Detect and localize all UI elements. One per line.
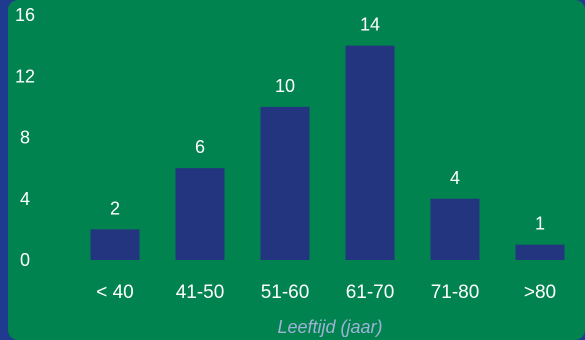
y-tick-label: 12 (15, 66, 35, 86)
bar (430, 198, 480, 260)
x-tick-label: 71-80 (431, 282, 480, 303)
bar-value-label: 6 (195, 137, 205, 157)
bar-value-label: 14 (360, 15, 380, 35)
bar (90, 229, 140, 260)
x-axis-ticks: < 40 41-50 51-60 61-70 71-80 >80 (96, 282, 556, 303)
bar (345, 45, 395, 260)
y-tick-label: 0 (20, 250, 30, 270)
bar-value-label: 2 (110, 198, 120, 218)
x-tick-label: < 40 (96, 282, 134, 303)
bar-value-label: 4 (450, 168, 460, 188)
y-tick-label: 16 (15, 5, 35, 25)
x-tick-label: >80 (524, 282, 556, 303)
bar-value-label: 1 (535, 214, 545, 234)
bar (175, 168, 225, 260)
bars (90, 45, 565, 260)
y-tick-label: 4 (20, 189, 30, 209)
bar (260, 106, 310, 260)
x-axis-title: Leeftijd (jaar) (277, 317, 382, 337)
x-tick-label: 61-70 (346, 282, 395, 303)
y-axis-ticks: 0 4 8 12 16 (15, 5, 35, 270)
data-labels: 2 6 10 14 4 1 (110, 15, 545, 234)
x-tick-label: 51-60 (261, 282, 310, 303)
bar-value-label: 10 (275, 76, 295, 96)
y-tick-label: 8 (20, 128, 30, 148)
bar (515, 244, 565, 260)
x-tick-label: 41-50 (176, 282, 225, 303)
